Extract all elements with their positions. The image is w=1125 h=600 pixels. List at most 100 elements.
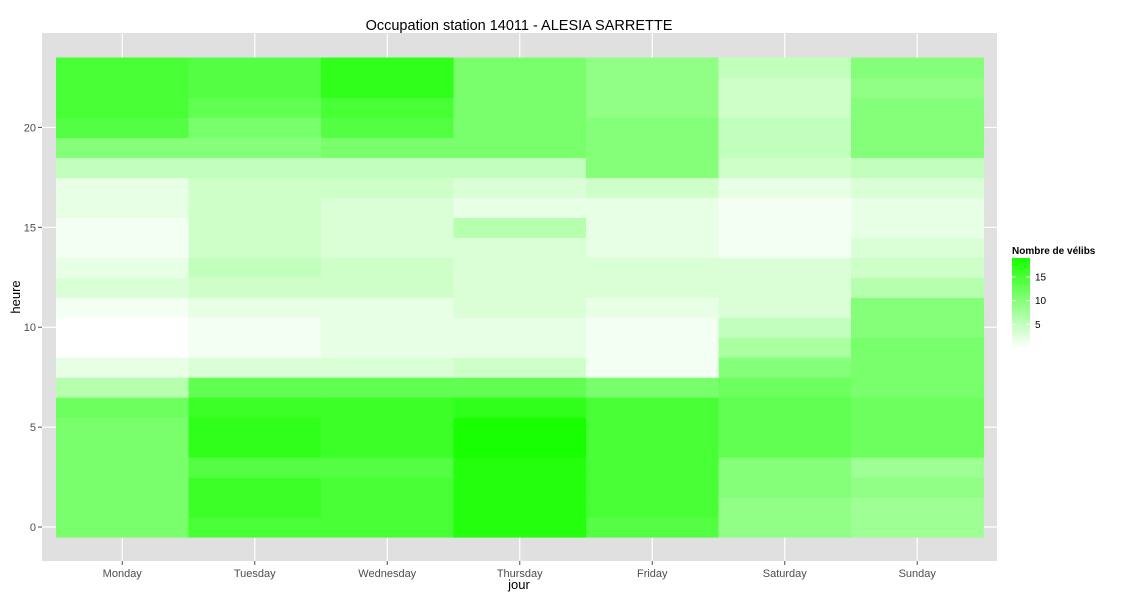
heatmap-cell [586, 477, 720, 498]
heatmap-cell [188, 177, 322, 198]
heatmap-cell [586, 517, 720, 538]
legend-colorbar [1012, 258, 1030, 348]
heatmap-cell [188, 197, 322, 218]
heatmap-cell [586, 337, 720, 358]
heatmap-cell [586, 297, 720, 318]
heatmap-cell [586, 157, 720, 178]
y-tick-label: 10 [24, 322, 36, 334]
heatmap-cell [188, 117, 322, 139]
legend-tick-label: 15 [1035, 272, 1047, 283]
heatmap-cell [56, 157, 190, 178]
heatmap-cell [453, 317, 587, 338]
heatmap-cell [453, 257, 587, 278]
heatmap-cell [321, 477, 455, 498]
heatmap-cell [718, 377, 852, 398]
x-tick-label: Sunday [899, 568, 937, 580]
heatmap-cell [321, 97, 455, 119]
heatmap-cell [453, 497, 587, 518]
heatmap-cell [188, 277, 322, 298]
heatmap-cell [321, 357, 455, 378]
heatmap-cell [718, 197, 852, 218]
heatmap-cell [321, 517, 455, 538]
heatmap-cell [851, 237, 985, 258]
heatmap-cell [56, 397, 190, 418]
heatmap-cell [453, 237, 587, 258]
heatmap-cell [56, 277, 190, 298]
heatmap-cell [718, 397, 852, 418]
heatmap-cell [851, 297, 985, 318]
heatmap-cell [188, 357, 322, 378]
heatmap-cell [56, 57, 190, 79]
heatmap-cell [453, 97, 587, 119]
heatmap-cell [586, 417, 720, 438]
heatmap-cell [851, 217, 985, 238]
heatmap-cell [56, 337, 190, 358]
heatmap-cell [188, 337, 322, 358]
heatmap-cell [453, 117, 587, 139]
heatmap-cell [56, 317, 190, 338]
heatmap-cell [718, 157, 852, 178]
heatmap-cell [56, 197, 190, 218]
heatmap-cell [586, 237, 720, 258]
heatmap-cell [188, 497, 322, 518]
heatmap-cell [453, 157, 587, 178]
heatmap-cell [851, 157, 985, 178]
legend-title: Nombre de vélibs [1012, 246, 1096, 257]
heatmap-cell [56, 477, 190, 498]
heatmap-cell [188, 297, 322, 318]
heatmap-cell [718, 437, 852, 458]
heatmap-cell [586, 437, 720, 458]
heatmap-cell [453, 177, 587, 198]
heatmap-cell [718, 217, 852, 238]
heatmap-cell [321, 437, 455, 458]
heatmap-cell [586, 497, 720, 518]
heatmap-cell [851, 277, 985, 298]
heatmap-cell [321, 397, 455, 418]
heatmap-cell [586, 177, 720, 198]
heatmap-cell [851, 177, 985, 198]
heatmap-cell [851, 97, 985, 119]
heatmap-cell [586, 57, 720, 79]
heatmap-cell [586, 397, 720, 418]
heatmap-cell [188, 137, 322, 158]
heatmap-cell [56, 517, 190, 538]
x-tick-label: Friday [637, 568, 668, 580]
heatmap-cell [321, 317, 455, 338]
heatmap-cell [586, 77, 720, 99]
heatmap-cell [56, 257, 190, 278]
y-tick-label: 20 [24, 122, 36, 134]
heatmap-cell [453, 457, 587, 478]
heatmap-cell [586, 357, 720, 378]
heatmap-cell [56, 77, 190, 99]
heatmap-cell [851, 317, 985, 338]
heatmap-cell [56, 437, 190, 458]
heatmap-cell [321, 217, 455, 238]
heatmap-cell [851, 57, 985, 79]
heatmap-cell [321, 177, 455, 198]
heatmap-cell [586, 457, 720, 478]
heatmap-cell [718, 297, 852, 318]
heatmap-cell [718, 117, 852, 139]
heatmap-cell [586, 317, 720, 338]
heatmap-cell [453, 397, 587, 418]
heatmap-cell [321, 237, 455, 258]
heatmap-cell [586, 217, 720, 238]
heatmap-cell [718, 137, 852, 158]
x-tick-label: Tuesday [234, 568, 276, 580]
heatmap-cell [718, 277, 852, 298]
heatmap-cell [718, 237, 852, 258]
heatmap-cell [188, 237, 322, 258]
chart-title: Occupation station 14011 - ALESIA SARRET… [366, 18, 673, 34]
heatmap-cell [188, 157, 322, 178]
heatmap-cell [188, 57, 322, 79]
heatmap-cell [718, 97, 852, 119]
heatmap-cell [321, 297, 455, 318]
y-tick-label: 0 [30, 522, 36, 534]
heatmap-cell [188, 377, 322, 398]
heatmap-cell [56, 237, 190, 258]
heatmap-cell [718, 337, 852, 358]
heatmap-cell [851, 357, 985, 378]
heatmap-cell [586, 197, 720, 218]
heatmap-cell [453, 77, 587, 99]
heatmap-cell [321, 157, 455, 178]
